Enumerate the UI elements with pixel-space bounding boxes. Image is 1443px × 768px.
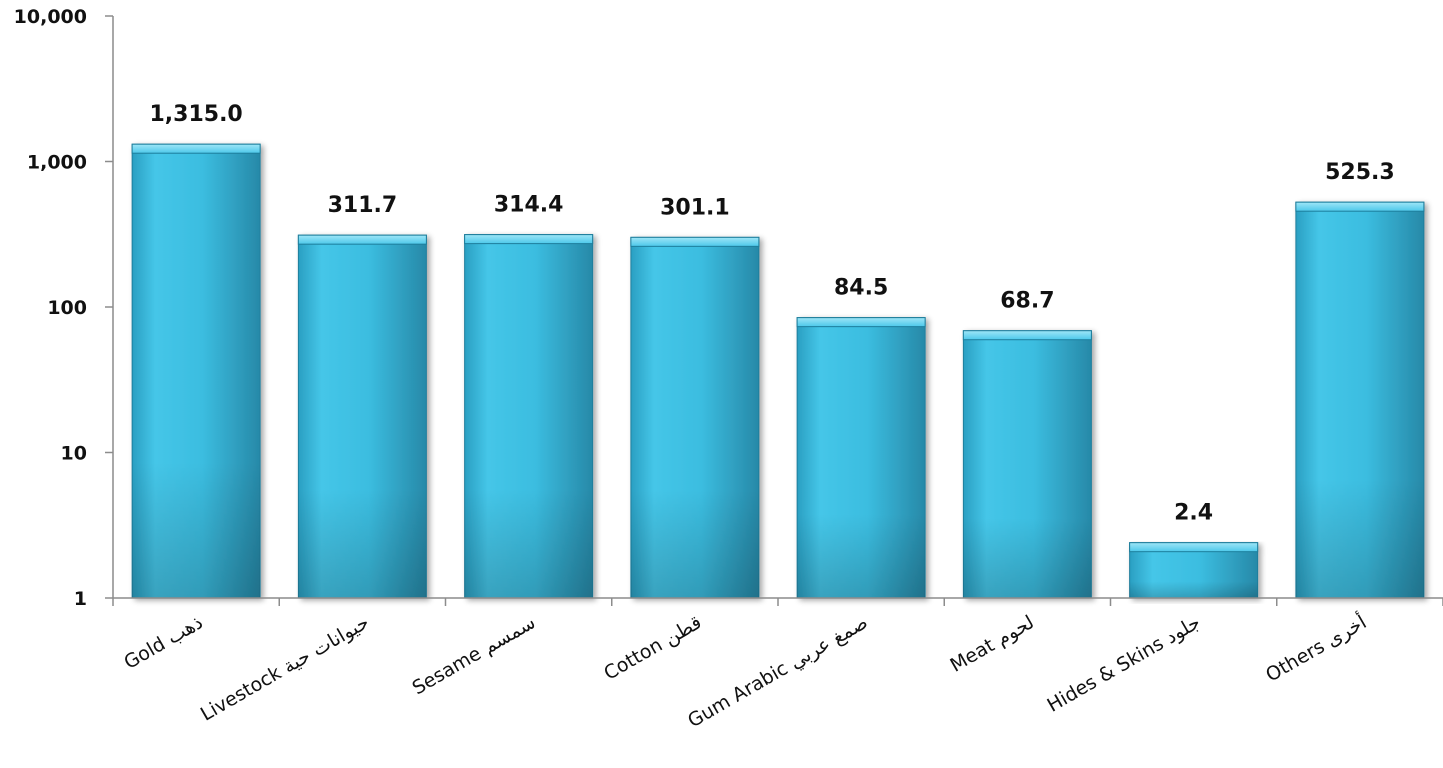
x-tick-label: Gold ذهب: [120, 611, 206, 673]
data-label: 301.1: [660, 195, 730, 220]
bar: [1295, 201, 1425, 599]
x-tick-label: Meat لحوم: [946, 611, 1037, 676]
x-tick-label: Others أخرى: [1261, 610, 1370, 687]
bars-layer: [131, 143, 1425, 599]
y-tick-label: 1: [74, 588, 87, 610]
x-tick-label: Sesame سمسم: [409, 611, 540, 699]
bar: [464, 234, 594, 599]
y-tick-label: 10: [61, 443, 87, 465]
x-tick-label: Livestock حيوانات حية: [197, 611, 373, 725]
y-tick-label: 10,000: [14, 6, 87, 28]
data-label: 314.4: [494, 193, 564, 218]
axes: [105, 15, 1443, 606]
bar: [796, 317, 926, 599]
y-tick-label: 1,000: [27, 152, 87, 174]
bar: [297, 234, 427, 599]
x-tick-label: Gum Arabic صمغ عربي: [684, 611, 872, 732]
bar: [962, 330, 1092, 599]
bar: [131, 143, 261, 599]
bar: [630, 236, 760, 599]
bar: [1129, 542, 1259, 599]
data-label: 2.4: [1174, 501, 1213, 526]
data-label: 84.5: [834, 276, 888, 301]
y-tick-label: 100: [47, 297, 87, 319]
data-label: 68.7: [1000, 289, 1054, 314]
data-label: 1,315.0: [149, 102, 242, 127]
x-tick-label: Cotton قطن: [600, 611, 705, 684]
data-label: 525.3: [1325, 160, 1395, 185]
x-tick-label: Hides & Skins جلود: [1044, 611, 1205, 716]
data-label: 311.7: [328, 193, 398, 218]
